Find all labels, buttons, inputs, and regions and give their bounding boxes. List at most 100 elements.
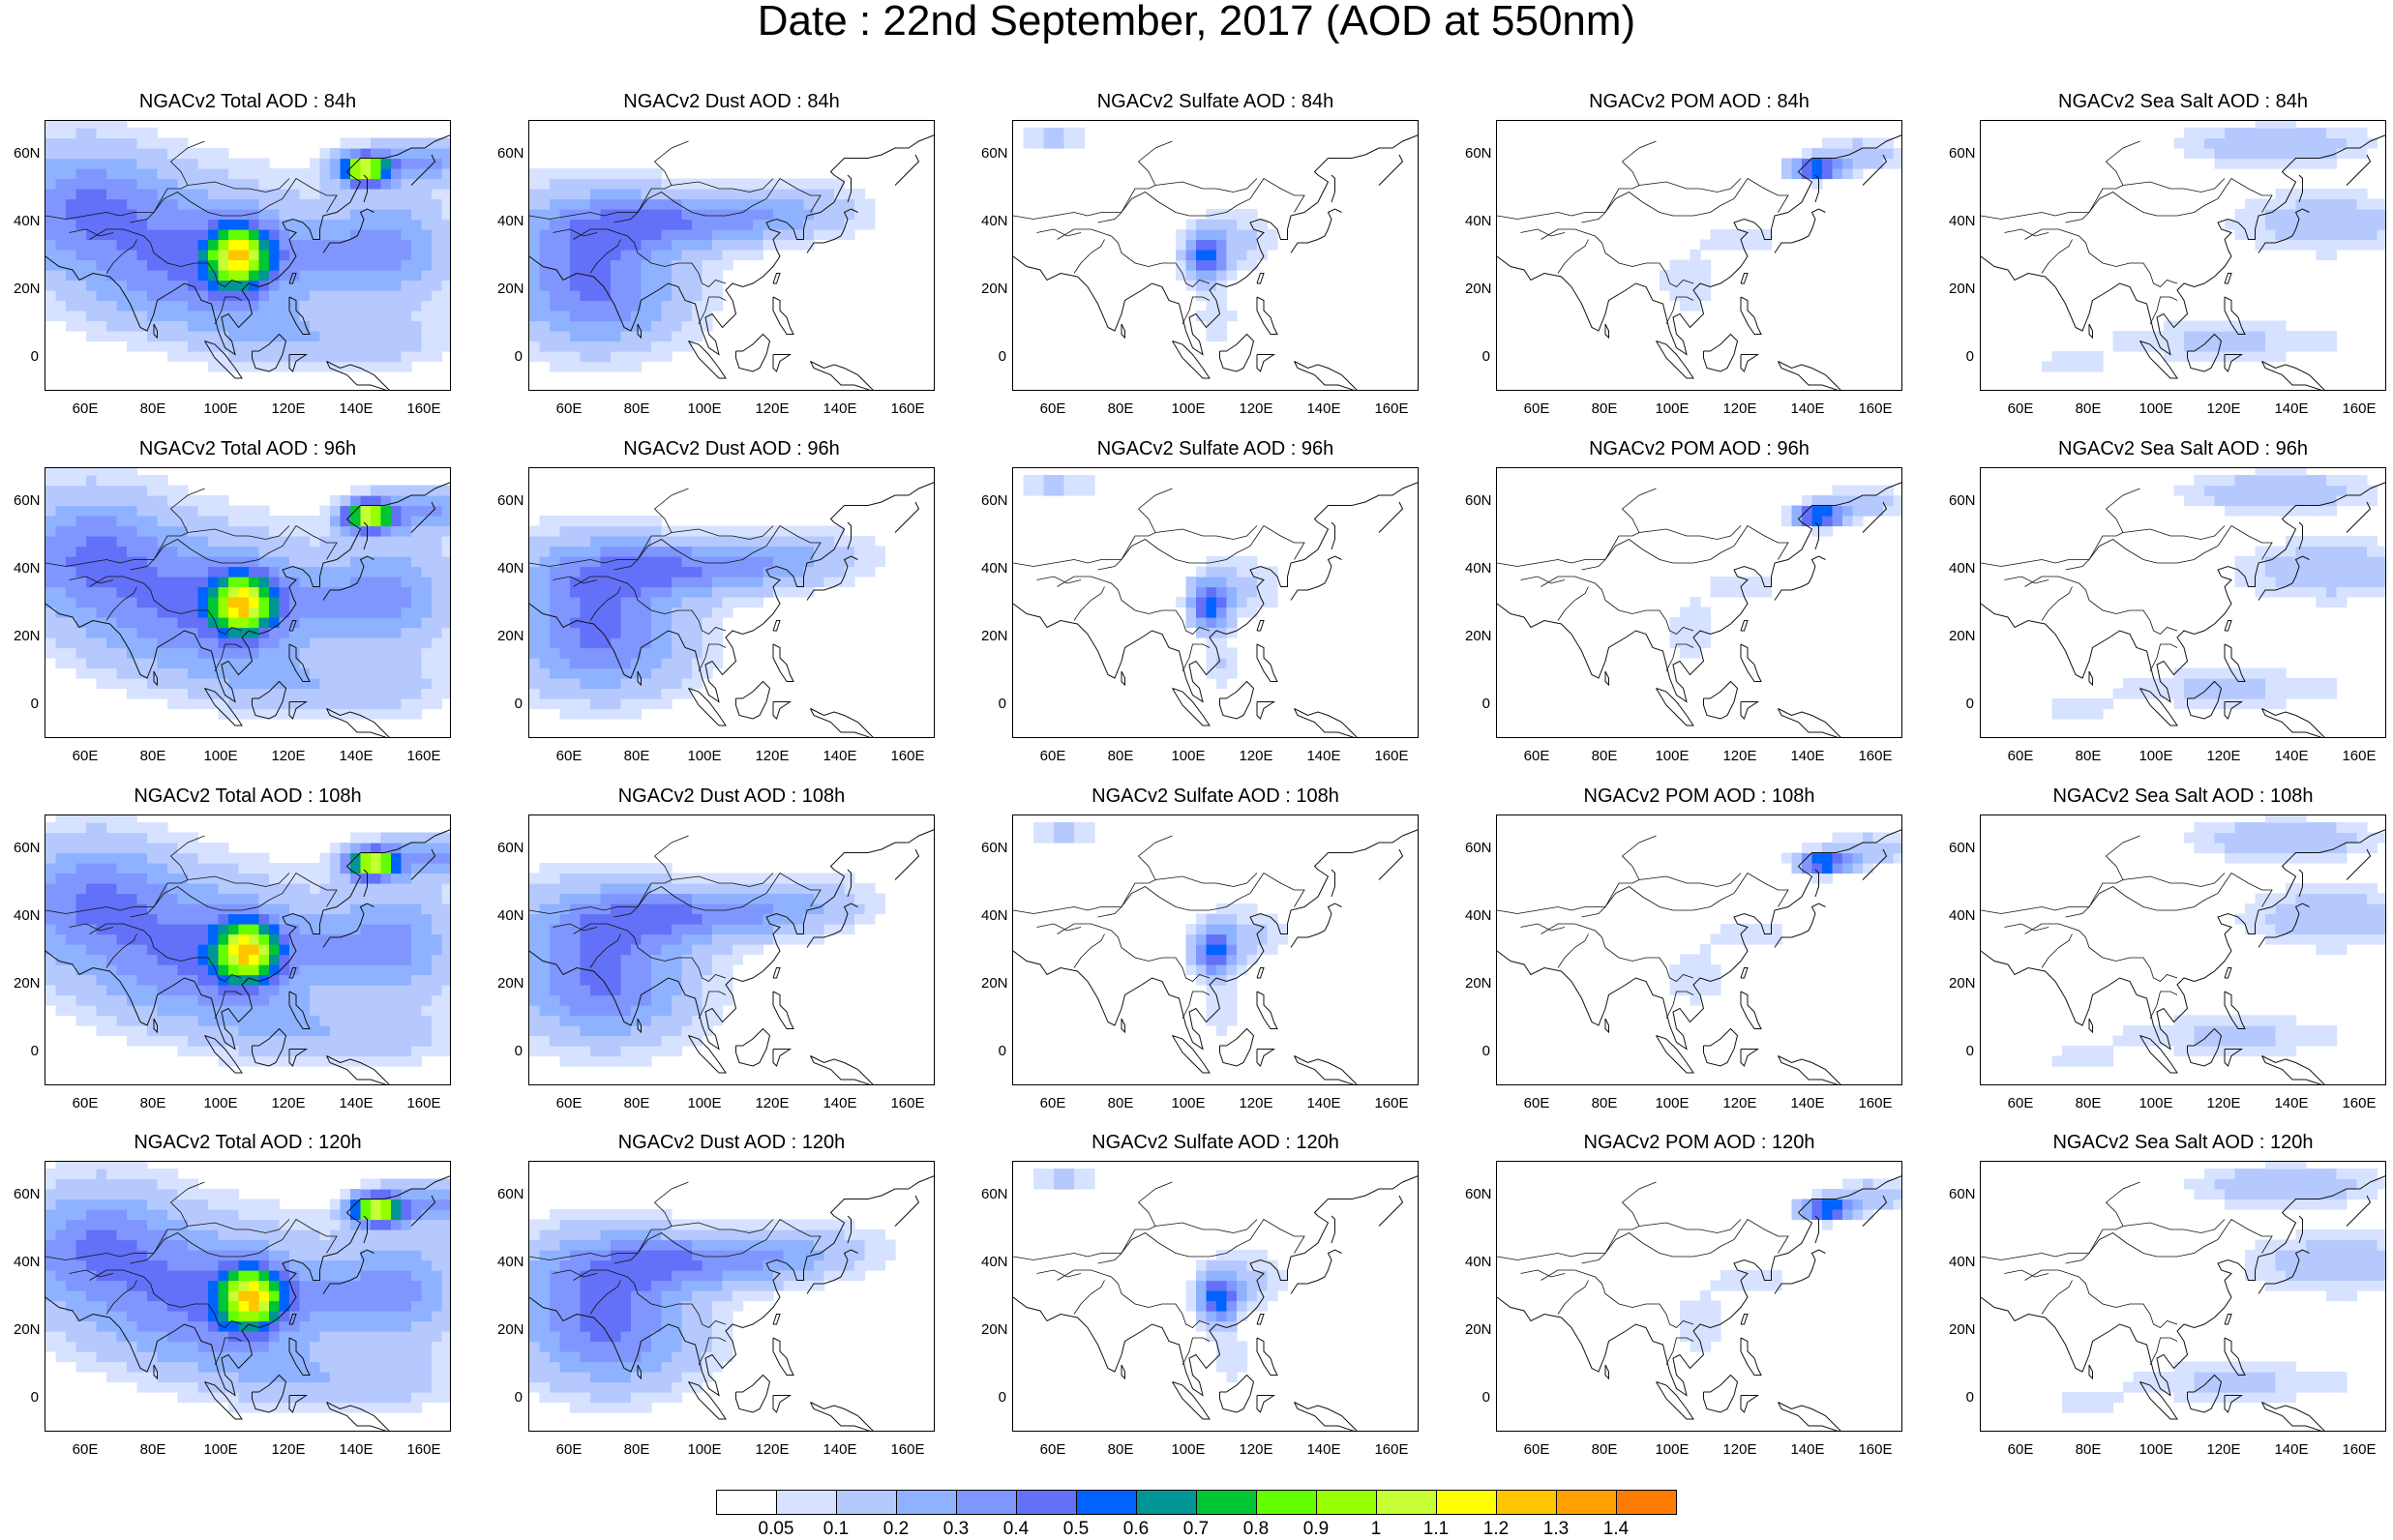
lat-tick-label: 60N [497, 145, 523, 162]
map-outline [2089, 1365, 2093, 1378]
map-outline [1666, 1338, 1693, 1365]
lon-tick-label: 160E [404, 1441, 443, 1458]
lat-tick-label: 60N [1465, 840, 1490, 856]
lat-tick-label: 20N [1465, 975, 1490, 992]
map-outline [1182, 1338, 1210, 1365]
lon-tick-label: 160E [1372, 748, 1411, 764]
map-outline [2025, 924, 2178, 982]
map-outline [2150, 297, 2177, 324]
map-outline [773, 1396, 791, 1413]
aod-field [45, 1162, 451, 1432]
lon-tick-label: 120E [1237, 748, 1275, 764]
map-outline [1558, 934, 1589, 968]
lon-tick-label: 100E [201, 1095, 240, 1111]
map-outline [1775, 1250, 1826, 1294]
lat-tick-label: 40N [1465, 907, 1490, 924]
map-outline [1605, 324, 1609, 338]
map-outline [2262, 1056, 2327, 1086]
lat-tick-label: 20N [14, 1321, 39, 1338]
map-seasalt-84h [1980, 120, 2386, 391]
lon-tick-label: 160E [1856, 1095, 1895, 1111]
colorbar-label: 0.1 [817, 1519, 855, 1540]
map-outline [689, 689, 727, 726]
map-outline [2042, 934, 2073, 968]
lat-tick-label: 40N [497, 1254, 523, 1270]
map-outline [1815, 1216, 1819, 1243]
map-outline [1331, 1216, 1335, 1243]
map-outline [1173, 689, 1211, 726]
lat-tick-label: 40N [497, 213, 523, 229]
map-outline [773, 992, 793, 1029]
map-outline [1605, 671, 1609, 685]
lon-tick-label: 120E [1720, 400, 1759, 417]
map-outline [1981, 1220, 2225, 1260]
map-outline [2089, 671, 2093, 685]
lat-tick-label: 40N [1949, 213, 1974, 229]
map-pom-96h [1496, 467, 1902, 738]
map-outline [1074, 934, 1105, 968]
lon-tick-label: 60E [1517, 400, 1556, 417]
lon-tick-label: 140E [1304, 748, 1343, 764]
map-outline [1291, 903, 1342, 948]
map-outline [895, 849, 919, 880]
lon-tick-label: 80E [134, 1441, 172, 1458]
colorbar-label: 0.7 [1177, 1519, 1215, 1540]
aod-field [1497, 815, 1902, 1085]
map-outline [2042, 587, 2073, 621]
map-outline [1779, 1056, 1843, 1086]
map-outline [1257, 274, 1264, 284]
lat-tick-label: 0 [14, 696, 39, 712]
colorbar-label: 1.4 [1597, 1519, 1635, 1540]
map-outline [2347, 155, 2371, 186]
lat-tick-label: 20N [497, 281, 523, 297]
map-outline [2005, 577, 2049, 583]
lon-tick-label: 80E [2069, 1441, 2108, 1458]
lat-tick-label: 0 [1949, 1389, 1974, 1406]
lat-tick-label: 0 [1465, 696, 1490, 712]
colorbar-swatch [1316, 1490, 1377, 1515]
map-pom-84h [1496, 120, 1902, 391]
lon-tick-label: 60E [550, 748, 588, 764]
map-outline [1657, 689, 1694, 726]
map-outline [1775, 903, 1826, 948]
aod-field [1013, 121, 1419, 391]
panel-title: NGACv2 Dust AOD : 84h [528, 91, 935, 113]
lat-tick-label: 40N [981, 213, 1006, 229]
lon-tick-label: 160E [1856, 400, 1895, 417]
map-outline [811, 362, 876, 392]
map-outline [773, 1338, 793, 1376]
map-outline [1173, 1382, 1211, 1420]
colorbar-label: 1.3 [1537, 1519, 1575, 1540]
map-seasalt-108h [1980, 814, 2386, 1085]
lon-tick-label: 160E [404, 1095, 443, 1111]
map-outline [1074, 1281, 1105, 1315]
map-outline [1379, 502, 1403, 533]
lon-tick-label: 100E [1653, 748, 1691, 764]
map-outline [1582, 874, 1789, 918]
lon-tick-label: 160E [2340, 400, 2378, 417]
map-outline [1074, 240, 1105, 274]
panel-title: NGACv2 Total AOD : 96h [45, 438, 451, 460]
lat-tick-label: 40N [497, 907, 523, 924]
lon-tick-label: 160E [1372, 1095, 1411, 1111]
lon-tick-label: 80E [1101, 1095, 1140, 1111]
map-sulfate-108h [1012, 814, 1419, 1085]
map-outline [2107, 836, 2140, 880]
map-outline [1257, 1338, 1277, 1376]
colorbar-label: 1.2 [1477, 1519, 1515, 1540]
map-outline [2347, 849, 2371, 880]
map-outline [1291, 209, 1342, 253]
lon-tick-label: 100E [685, 1095, 724, 1111]
lon-tick-label: 60E [66, 1095, 105, 1111]
map-outline [1623, 141, 1657, 186]
map-outline [2150, 992, 2177, 1019]
lat-tick-label: 20N [14, 281, 39, 297]
map-outline [1257, 1396, 1274, 1413]
lon-tick-label: 60E [550, 400, 588, 417]
map-outline [811, 1403, 876, 1433]
lat-tick-label: 40N [981, 1254, 1006, 1270]
map-outline [1558, 587, 1589, 621]
map-outline [2066, 874, 2273, 918]
lon-tick-label: 140E [1304, 1441, 1343, 1458]
lon-tick-label: 100E [201, 400, 240, 417]
